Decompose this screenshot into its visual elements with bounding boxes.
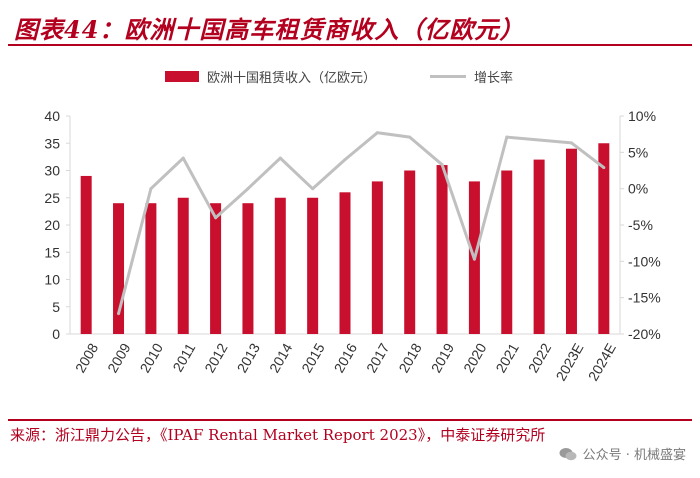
growth-point	[375, 131, 379, 135]
x-tick-label: 2010	[137, 340, 167, 375]
right-tick-label: 5%	[628, 144, 648, 160]
growth-point	[181, 156, 185, 160]
legend-line-swatch	[430, 74, 467, 78]
right-tick-label: -20%	[628, 326, 661, 342]
growth-point	[505, 135, 509, 139]
right-tick-label: -10%	[628, 253, 661, 269]
source-note: 来源：浙江鼎力公告，《IPAF Rental Market Report 202…	[10, 426, 546, 444]
legend-bar-label: 欧洲十国租赁收入（亿欧元）	[207, 70, 377, 86]
x-tick-label: 2012	[201, 340, 231, 375]
x-tick-label: 2018	[395, 340, 425, 375]
bar	[177, 197, 189, 334]
bar	[113, 203, 125, 334]
left-tick-label: 40	[44, 108, 60, 124]
bar	[565, 148, 577, 334]
bar	[242, 203, 254, 334]
bar	[404, 170, 416, 334]
x-tick-label: 2019	[428, 340, 458, 375]
bar	[307, 197, 319, 334]
bar	[145, 203, 157, 334]
growth-point	[214, 216, 218, 220]
growth-point	[149, 187, 153, 191]
x-tick-label: 2011	[169, 340, 198, 374]
bar	[80, 175, 92, 334]
bar	[339, 192, 351, 334]
growth-point	[343, 158, 347, 162]
x-tick-label: 2022	[525, 340, 555, 375]
left-tick-label: 0	[52, 326, 60, 342]
growth-point	[246, 187, 250, 191]
left-tick-label: 10	[44, 272, 60, 288]
x-tick-label: 2015	[298, 340, 328, 375]
x-tick-label: 2017	[363, 340, 393, 375]
x-tick-label: 2020	[460, 340, 490, 375]
source-divider	[8, 419, 692, 421]
bar	[501, 170, 513, 334]
chart: 0 5 10 15 20 25 30 35 40 -20% -15% -10% -5% 0% 5% 10% 20…	[44, 108, 661, 383]
watermark-text: 公众号 · 机械盛宴	[582, 448, 686, 463]
right-tick-label: 10%	[628, 108, 656, 124]
growth-point	[569, 141, 573, 145]
right-tick-label: -5%	[628, 217, 653, 233]
legend-bar-swatch	[165, 70, 199, 82]
growth-point	[117, 312, 121, 316]
legend: 欧洲十国租赁收入（亿欧元） 增长率	[165, 66, 513, 86]
growth-point	[311, 187, 315, 191]
right-tick-label: -15%	[628, 290, 661, 306]
left-tick-label: 25	[44, 190, 60, 206]
growth-line	[117, 131, 605, 315]
x-tick-label: 2008	[72, 340, 102, 375]
left-tick-label: 30	[44, 163, 60, 179]
growth-point	[440, 163, 444, 167]
bar	[436, 165, 448, 334]
growth-point	[537, 138, 541, 142]
left-tick-label: 5	[52, 299, 60, 315]
left-tick-label: 15	[44, 244, 60, 260]
growth-point	[278, 156, 282, 160]
watermark: 公众号 · 机械盛宴	[559, 444, 686, 463]
right-tick-label: 0%	[628, 181, 648, 197]
left-tick-label: 20	[44, 217, 60, 233]
x-tick-label: 2009	[104, 340, 134, 375]
left-tick-label: 35	[44, 135, 60, 151]
legend-line-label: 增长率	[474, 70, 514, 86]
x-tick-label: 2021	[492, 340, 522, 375]
x-tick-label: 2013	[234, 340, 264, 375]
bar	[274, 197, 286, 334]
growth-point	[408, 135, 412, 139]
chart-title: 图表44：欧洲十国高车租赁商收入（亿欧元）	[14, 15, 525, 44]
bar	[371, 181, 383, 334]
x-tick-label: 2023E	[552, 340, 586, 383]
x-tick-label: 2014	[266, 340, 296, 375]
bar	[210, 203, 222, 334]
growth-point	[602, 166, 606, 170]
bar	[533, 159, 545, 334]
x-tick-label: 2016	[331, 340, 361, 375]
bar	[598, 143, 610, 334]
x-tick-label: 2024E	[585, 340, 619, 383]
title-bar: 图表44：欧洲十国高车租赁商收入（亿欧元）	[8, 4, 692, 46]
wechat-icon	[559, 447, 577, 460]
growth-point	[472, 257, 476, 261]
